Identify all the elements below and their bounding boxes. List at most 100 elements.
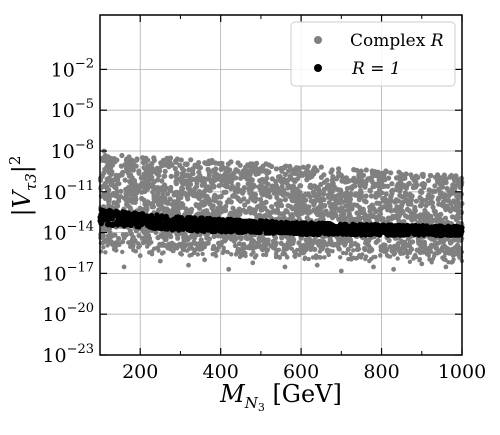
point-complex-r (264, 170, 270, 177)
point-complex-r (265, 247, 271, 252)
point-complex-r (326, 250, 331, 255)
point-complex-r (262, 213, 268, 219)
point-complex-r (310, 189, 316, 195)
point-complex-r (358, 168, 364, 174)
point-complex-r (253, 168, 259, 174)
x-axis-title-unit: [GeV] (265, 380, 342, 408)
point-complex-r (306, 256, 311, 262)
point-complex-r (184, 207, 190, 213)
point-complex-r (450, 205, 456, 211)
point-complex-r (235, 160, 241, 166)
point-complex-r (134, 156, 140, 162)
point-complex-r (308, 245, 314, 251)
point-complex-r (375, 237, 381, 244)
point-complex-r (195, 211, 201, 217)
point-complex-r (341, 177, 347, 183)
point-complex-r (113, 172, 119, 178)
point-r-equals-1 (257, 223, 263, 229)
point-complex-r (151, 157, 157, 163)
point-complex-r (391, 252, 397, 257)
point-complex-r (344, 190, 350, 196)
point-complex-r (397, 182, 403, 188)
point-complex-r (320, 216, 326, 222)
point-complex-r (278, 240, 284, 246)
point-complex-r (164, 232, 170, 239)
point-complex-r (191, 193, 197, 199)
point-complex-r (187, 189, 193, 195)
x-axis-title: MN3 [GeV] (219, 380, 342, 414)
point-r-equals-1 (192, 215, 198, 221)
point-complex-r (328, 191, 335, 198)
point-complex-r (318, 210, 324, 217)
point-r-equals-1 (174, 219, 180, 225)
point-complex-r (363, 167, 369, 173)
point-complex-r (312, 246, 318, 252)
point-r-equals-1 (318, 222, 324, 228)
plot-frame (99, 14, 463, 356)
point-complex-r (364, 178, 370, 184)
point-complex-r (383, 191, 389, 197)
point-complex-r (103, 250, 108, 255)
point-complex-r (456, 179, 462, 186)
point-complex-r (411, 210, 417, 216)
point-complex-r (305, 209, 311, 215)
point-r-equals-1 (235, 229, 241, 235)
point-complex-r (259, 190, 265, 196)
point-complex-r (360, 252, 365, 257)
point-complex-r (253, 245, 258, 250)
point-complex-r (278, 198, 284, 204)
point-complex-r (419, 181, 425, 188)
point-complex-r (402, 190, 408, 196)
point-r-equals-1 (372, 221, 378, 228)
point-r-equals-1 (401, 225, 407, 231)
point-complex-r (407, 248, 412, 254)
point-complex-r (199, 246, 204, 252)
point-complex-r (422, 207, 428, 214)
point-complex-r (158, 203, 164, 209)
point-complex-r (302, 256, 307, 262)
point-complex-r (138, 175, 144, 181)
point-complex-r (252, 255, 258, 260)
point-complex-r (435, 172, 441, 178)
point-complex-r (263, 252, 269, 258)
point-complex-r (292, 253, 297, 259)
point-complex-r (195, 252, 200, 257)
point-complex-r (199, 182, 205, 188)
point-r-equals-1 (423, 228, 430, 234)
point-complex-r (131, 178, 138, 184)
point-complex-r (336, 238, 342, 244)
point-complex-r (426, 253, 431, 258)
point-r-equals-1 (150, 220, 156, 226)
point-complex-r (266, 193, 272, 199)
legend-marker-complex-r (314, 36, 322, 44)
point-complex-r (145, 199, 151, 205)
point-r-equals-1 (320, 227, 326, 234)
point-complex-r (331, 184, 337, 190)
point-complex-r (382, 177, 388, 183)
point-complex-r (348, 185, 354, 191)
point-complex-r (314, 262, 320, 268)
point-complex-r (273, 178, 279, 184)
point-complex-r (179, 252, 184, 257)
point-complex-r (238, 171, 244, 177)
point-complex-r (369, 247, 375, 252)
point-r-equals-1 (154, 212, 160, 218)
point-complex-r (222, 249, 227, 254)
point-complex-r (218, 182, 224, 188)
point-complex-r (413, 198, 419, 204)
point-r-equals-1 (329, 231, 336, 237)
point-r-equals-1 (268, 220, 275, 226)
point-r-equals-1 (132, 214, 138, 220)
point-complex-r (298, 196, 305, 202)
point-complex-r (225, 249, 230, 255)
point-complex-r (422, 242, 428, 248)
point-complex-r (108, 171, 114, 177)
point-complex-r (279, 180, 285, 186)
point-r-equals-1 (128, 219, 134, 225)
point-complex-r (444, 203, 450, 209)
point-r-equals-1 (308, 226, 314, 232)
point-complex-r (103, 166, 109, 172)
legend-box (290, 21, 456, 87)
point-complex-r (258, 207, 264, 213)
point-r-equals-1 (220, 218, 226, 224)
